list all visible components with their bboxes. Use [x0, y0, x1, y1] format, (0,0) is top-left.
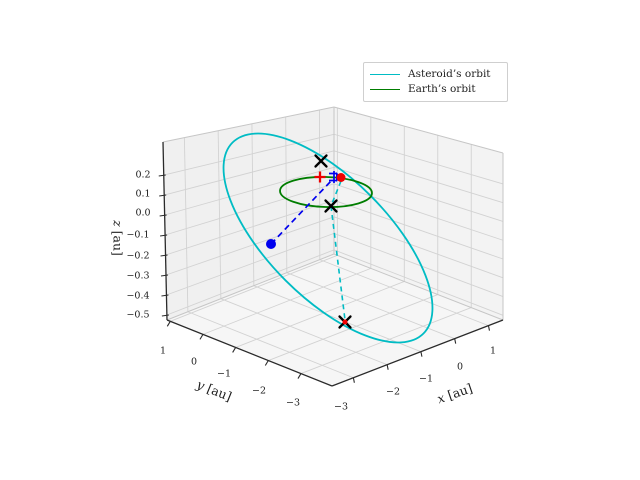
plus-marker [314, 171, 326, 183]
x-tick-label: 0 [456, 361, 464, 373]
z-axis-label: z [au] [110, 220, 126, 256]
dot-marker [336, 173, 346, 182]
z-tick-mark [161, 294, 169, 297]
z-tick-mark [158, 174, 166, 177]
legend-entry-earth: Earth’s orbit [370, 84, 501, 95]
z-tick-mark [160, 234, 168, 237]
earth-to-asteroid-dashed-arrow [270, 179, 333, 245]
x-tick-mark [352, 377, 355, 383]
z-tick-label: −0.4 [126, 290, 150, 302]
asteroid-orbit-line-swatch [370, 74, 400, 76]
grid-x-floor [253, 285, 422, 353]
y-tick-label: −1 [216, 368, 232, 380]
arrowhead-lines [329, 171, 336, 183]
z-tick-label: 0.1 [135, 188, 151, 200]
legend-box: Asteroid’s orbit Earth’s orbit [363, 62, 508, 102]
grid-x-wall [285, 116, 288, 273]
grid-z-left [165, 216, 335, 276]
dot-marker [266, 239, 276, 249]
earth-orbit-line-swatch [370, 88, 400, 90]
grid-x-floor [286, 272, 455, 340]
x-tick-label: 1 [489, 345, 497, 357]
edge-floor-left [166, 253, 335, 321]
z-axis-spine [162, 141, 168, 321]
dot-marker [342, 319, 348, 325]
grid-z-right [333, 216, 504, 279]
y-tick-mark [297, 373, 302, 379]
x-marker [314, 154, 328, 168]
legend-label-asteroid: Asteroid’s orbit [408, 68, 491, 81]
grid-z-left [164, 183, 335, 236]
grid-x-floor [187, 311, 354, 379]
z-tick-label: 0.2 [135, 169, 151, 181]
y-tick-mark [199, 334, 204, 340]
edge-top-right [333, 106, 504, 154]
z-axis-var: z [110, 220, 126, 227]
grid-z-right [333, 166, 504, 222]
x-tick-label: −2 [385, 386, 401, 398]
grid-z-left [164, 150, 335, 196]
earth-orbit-curve [279, 176, 373, 208]
z-tick-label: −0.5 [126, 309, 150, 321]
grid-x-wall [251, 123, 255, 286]
grid-x-wall [217, 130, 222, 299]
grid-z-right [333, 150, 504, 204]
y-tick-mark [232, 347, 237, 353]
legend-entry-asteroid: Asteroid’s orbit [370, 69, 501, 80]
grid-z-left [166, 249, 335, 316]
grid-z-left [166, 232, 335, 296]
grid-x-floor [220, 298, 388, 366]
y-tick-label: 0 [190, 356, 198, 368]
z-tick-mark [159, 214, 167, 217]
x-tick-label: −3 [333, 401, 349, 413]
z-tick-mark [159, 194, 167, 197]
grid-z-right [333, 199, 504, 260]
grid-x-floor [319, 259, 489, 327]
x-tick-mark [454, 338, 457, 344]
grid-x-wall [183, 137, 189, 312]
x-tick-mark [487, 325, 491, 331]
grid-y-floor [268, 294, 438, 361]
x-tick-mark [386, 364, 389, 370]
x-tick-mark [420, 351, 423, 357]
y-axis-spine [166, 319, 333, 387]
z-tick-mark [161, 314, 169, 317]
pane-right-wall [334, 107, 503, 320]
edge-floor-right [333, 253, 504, 321]
z-tick-mark [160, 254, 168, 257]
grid-z-left [165, 199, 335, 256]
z-tick-label: −0.3 [126, 270, 150, 282]
y-tick-label: −3 [285, 397, 301, 409]
x-axis-spine [331, 319, 504, 387]
z-tick-label: 0.0 [135, 207, 151, 219]
y-tick-label: 1 [159, 345, 167, 357]
y-tick-mark [166, 321, 171, 327]
grid-z-left [164, 166, 335, 216]
z-axis-unit: [au] [110, 230, 126, 256]
x-tick-label: −1 [418, 373, 434, 385]
legend-label-earth: Earth’s orbit [408, 83, 476, 96]
edge-top-left [162, 106, 335, 143]
grid-y-floor [235, 281, 405, 348]
grid-z-right [333, 133, 504, 185]
z-tick-mark [160, 274, 169, 277]
grid-y-floor [202, 267, 372, 335]
y-tick-label: −2 [251, 385, 267, 397]
grid-z-right [333, 249, 504, 316]
y-tick-mark [264, 360, 269, 366]
asteroid-vertical-projection-dashed [330, 180, 346, 321]
z-tick-label: −0.1 [126, 229, 150, 241]
x-marker [324, 199, 338, 213]
grid-y-floor [170, 254, 338, 322]
z-tick-label: −0.2 [126, 250, 150, 262]
grid-z-right [333, 232, 504, 297]
grid-z-left [163, 133, 335, 176]
grid-z-right [333, 183, 504, 241]
